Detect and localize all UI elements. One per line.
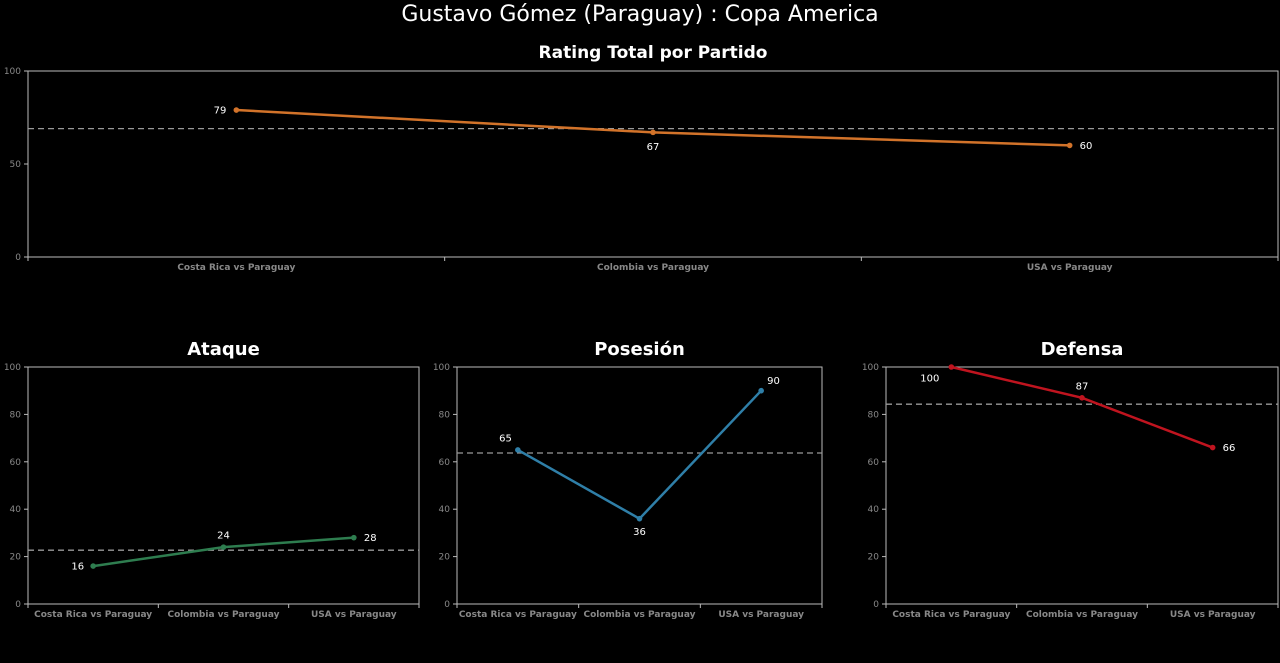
posesion-data-label: 36	[633, 527, 646, 538]
defensa-data-label: 100	[920, 374, 939, 385]
defensa-data-point	[948, 364, 955, 370]
posesion-ytick-label: 60	[439, 458, 451, 468]
defensa-category-label: Costa Rica vs Paraguay	[892, 610, 1010, 620]
ataque-ytick-label: 40	[10, 505, 22, 515]
posesion-data-point	[515, 447, 521, 453]
ataque-ytick-label: 80	[10, 410, 22, 420]
posesion-ytick-label: 100	[433, 363, 450, 373]
ataque-category-label: Colombia vs Paraguay	[168, 610, 280, 620]
defensa-plot-frame	[885, 366, 1279, 605]
ataque-plot-frame	[27, 366, 420, 605]
rating-category-label: USA vs Paraguay	[1027, 263, 1113, 273]
page-title: Gustavo Gómez (Paraguay) : Copa America	[401, 2, 879, 27]
chart-title-rating: Rating Total por Partido	[538, 43, 768, 63]
posesion-category-label: Colombia vs Paraguay	[584, 610, 696, 620]
posesion-data-point	[636, 515, 643, 522]
defensa-data-point	[1209, 444, 1216, 451]
chart-title-posesion: Posesión	[594, 339, 685, 360]
defensa-ytick-label: 80	[868, 410, 880, 420]
defensa-data-label: 87	[1076, 381, 1089, 392]
posesion-ytick-label: 20	[439, 553, 451, 563]
ataque-data-point	[351, 534, 357, 541]
ataque-category-label: Costa Rica vs Paraguay	[34, 610, 152, 620]
ataque-ytick-label: 60	[10, 458, 22, 468]
defensa-data-point	[1079, 395, 1085, 401]
defensa-ytick-label: 20	[868, 553, 880, 563]
defensa-data-label: 66	[1223, 443, 1236, 454]
rating-data-label: 79	[214, 106, 227, 117]
defensa-category-label: USA vs Paraguay	[1170, 610, 1256, 620]
ataque-ytick-label: 0	[15, 600, 21, 610]
rating-data-point	[1066, 142, 1073, 149]
defensa-ytick-label: 60	[868, 458, 880, 468]
rating-ytick-label: 0	[15, 253, 21, 263]
ataque-data-label: 28	[364, 533, 377, 544]
posesion-data-point	[758, 387, 764, 394]
rating-data-point	[650, 129, 656, 136]
rating-data-point	[233, 107, 240, 113]
defensa-category-label: Colombia vs Paraguay	[1026, 610, 1138, 620]
rating-data-label: 60	[1080, 141, 1093, 152]
ataque-data-label: 24	[217, 531, 230, 542]
ataque-data-point	[220, 544, 227, 550]
rating-ytick-label: 50	[10, 160, 22, 170]
rating-category-label: Costa Rica vs Paraguay	[177, 263, 295, 273]
defensa-series-line	[951, 365, 1214, 449]
defensa-ytick-label: 0	[873, 600, 879, 610]
defensa-ytick-label: 40	[868, 505, 880, 515]
posesion-ytick-label: 40	[439, 505, 451, 515]
posesion-ytick-label: 80	[439, 410, 451, 420]
ataque-category-label: USA vs Paraguay	[311, 610, 397, 620]
chart-title-ataque: Ataque	[187, 339, 260, 360]
ataque-data-label: 16	[71, 562, 84, 573]
ataque-ytick-label: 20	[10, 553, 22, 563]
rating-data-label: 67	[647, 142, 660, 153]
posesion-plot-frame	[456, 366, 823, 605]
ataque-data-point	[90, 563, 96, 569]
posesion-ytick-label: 0	[444, 600, 450, 610]
defensa-ytick-label: 100	[862, 363, 879, 373]
posesion-data-label: 90	[767, 376, 780, 387]
rating-ytick-label: 100	[4, 67, 21, 77]
posesion-data-label: 65	[499, 433, 512, 444]
rating-category-label: Colombia vs Paraguay	[597, 263, 709, 273]
ataque-ytick-label: 100	[4, 363, 21, 373]
chart-title-defensa: Defensa	[1040, 339, 1124, 360]
posesion-category-label: USA vs Paraguay	[718, 610, 804, 620]
posesion-category-label: Costa Rica vs Paraguay	[459, 610, 577, 620]
